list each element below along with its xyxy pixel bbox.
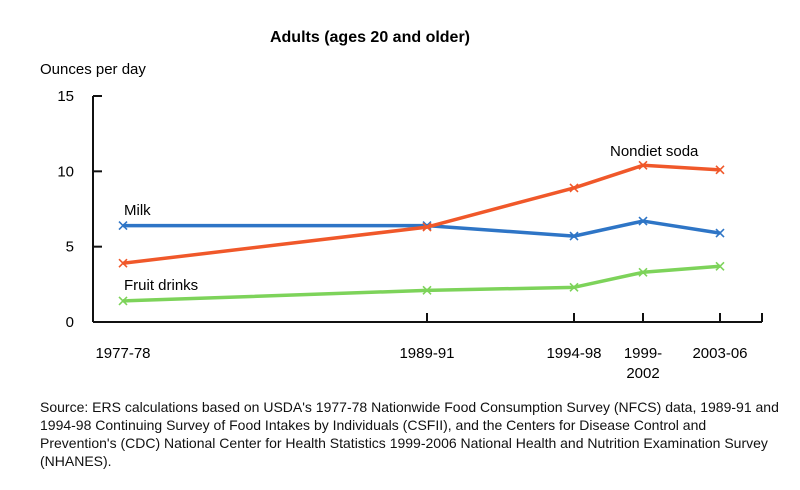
- series-line-fruit-drinks: [122, 264, 721, 303]
- x-tick-label: 1989-91: [399, 345, 454, 362]
- series-label: Milk: [124, 202, 151, 219]
- series-labels: Milk Nondiet soda Fruit drinks: [124, 143, 699, 294]
- data-point-marker: [569, 231, 579, 241]
- y-tick-label: 5: [66, 239, 74, 256]
- data-point-marker: [422, 285, 432, 295]
- data-point-marker: [638, 160, 648, 170]
- data-point-marker: [118, 221, 128, 231]
- series-group: [118, 160, 725, 306]
- x-tick-label: 2003-06: [692, 345, 747, 362]
- chart-title: Adults (ages 20 and older): [270, 29, 470, 46]
- data-point-marker: [569, 183, 579, 193]
- y-tick-label: 10: [57, 163, 74, 180]
- series-label: Nondiet soda: [610, 143, 699, 160]
- series-label: Fruit drinks: [124, 277, 198, 294]
- x-tick-label: 1977-78: [95, 345, 150, 362]
- data-point-marker: [569, 282, 579, 292]
- line-chart: Adults (ages 20 and older) Ounces per da…: [40, 29, 763, 382]
- series-line-nondiet-soda: [122, 163, 721, 265]
- data-point-marker: [715, 261, 725, 271]
- y-tick-label: 0: [66, 314, 74, 331]
- y-axis-label: Ounces per day: [40, 61, 146, 78]
- source-note: Source: ERS calculations based on USDA's…: [40, 399, 779, 469]
- data-point-marker: [638, 216, 648, 226]
- axes: 0 5 10 15 1977-78 1989-91 1994-98 1999-2002 2003…: [57, 88, 763, 382]
- data-point-marker: [715, 165, 725, 175]
- x-tick-label: 1994-98: [546, 345, 601, 362]
- data-point-marker: [638, 267, 648, 277]
- x-tick-label: 1999-2002: [624, 345, 662, 382]
- data-point-marker: [118, 258, 128, 268]
- data-point-marker: [422, 222, 432, 232]
- data-point-marker: [118, 296, 128, 306]
- data-point-marker: [715, 228, 725, 238]
- y-tick-label: 15: [57, 88, 74, 105]
